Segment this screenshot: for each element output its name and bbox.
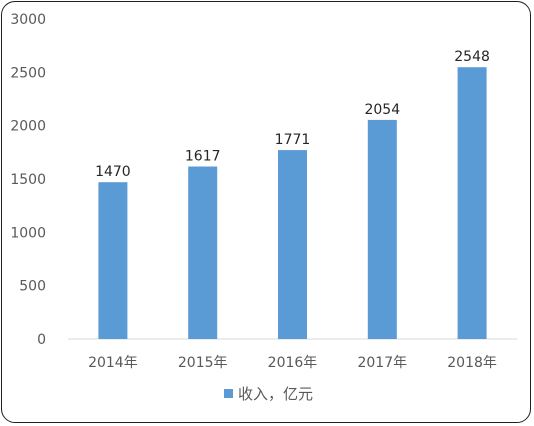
y-tick-label: 1000 (10, 225, 46, 241)
data-label: 1470 (95, 164, 131, 180)
bar-2017年 (367, 119, 397, 339)
data-label: 2548 (454, 49, 490, 65)
data-label: 1771 (275, 132, 311, 148)
bar-2015年 (188, 166, 218, 339)
y-tick-label: 2500 (10, 65, 46, 81)
y-tick-label: 3000 (10, 12, 46, 28)
x-tick-label: 2015年 (178, 355, 228, 371)
revenue-bar-chart: 0 500 1000 1500 2000 2500 3000 1470 2014年 1617 201… (10, 12, 517, 403)
y-tick-label: 0 (37, 332, 46, 348)
bar-2014年 (98, 182, 128, 339)
data-label: 1617 (185, 149, 221, 165)
y-tick-label: 500 (19, 279, 46, 295)
bar-2016年 (278, 150, 307, 339)
bar-2018年 (457, 67, 487, 340)
y-tick-label: 2000 (10, 119, 46, 135)
legend-swatch (224, 389, 233, 398)
data-label: 2054 (364, 102, 400, 118)
x-tick-label: 2017年 (357, 355, 407, 371)
x-tick-label: 2016年 (268, 355, 318, 371)
y-tick-label: 1500 (10, 172, 46, 188)
x-tick-label: 2014年 (88, 355, 138, 371)
x-tick-label: 2018年 (447, 355, 497, 371)
legend-label: 收入，亿元 (238, 385, 313, 403)
